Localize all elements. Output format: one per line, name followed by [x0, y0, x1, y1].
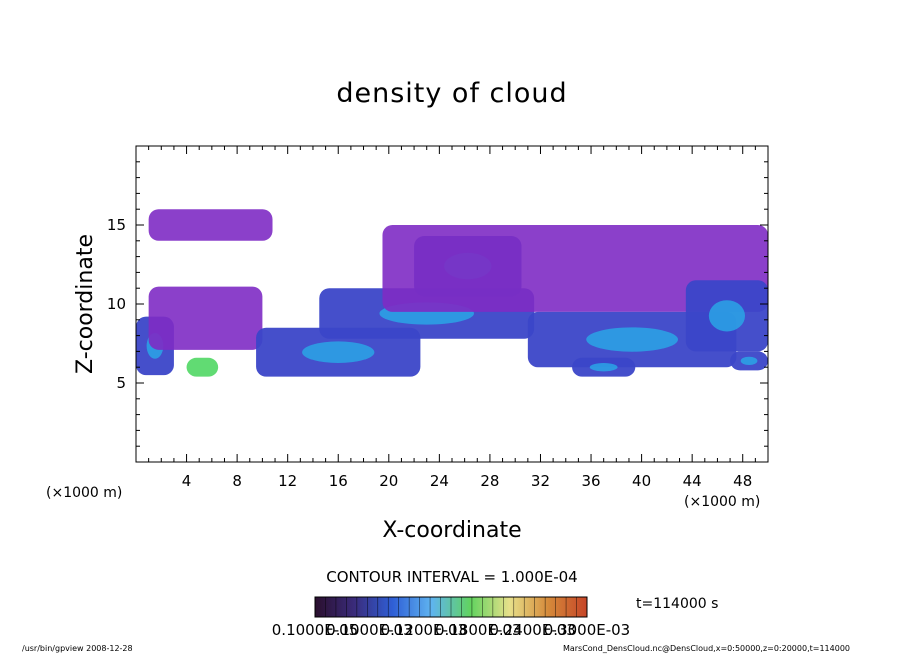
cloud-region	[527, 311, 737, 368]
x-tick-label: 32	[531, 472, 550, 490]
x-tick-label: 40	[632, 472, 651, 490]
x-axis-unit-left: (×1000 m)	[46, 485, 122, 501]
cloud-region	[572, 357, 636, 377]
colorbar-label: 0.1000E-03	[326, 621, 412, 639]
y-axis-label: Z-coordinate	[73, 234, 98, 374]
y-tick-label: 15	[107, 216, 126, 234]
cloud-region	[382, 225, 768, 312]
x-axis-label: X-coordinate	[382, 518, 521, 543]
y-axis-ticks	[136, 161, 768, 447]
footer-right: MarsCond_DensCloud.nc@DensCloud,x=0:5000…	[563, 644, 850, 653]
cloud-region-body	[382, 225, 768, 312]
x-axis-unit-right: (×1000 m)	[684, 494, 760, 510]
colorbar-label: 0.1200E-03	[381, 621, 467, 639]
x-tick-label: 48	[733, 472, 752, 490]
x-tick-label: 36	[581, 472, 600, 490]
cloud-region	[186, 357, 219, 377]
cloud-region	[256, 327, 421, 377]
colorbar-label: 0.3000E-03	[544, 621, 630, 639]
cloud-region-body	[148, 286, 263, 350]
cloud-core	[302, 341, 375, 363]
contour-interval: CONTOUR INTERVAL = 1.000E-04	[326, 568, 577, 586]
x-tick-label: 44	[683, 472, 702, 490]
cloud-region-body	[186, 357, 219, 377]
cloud-core	[589, 363, 618, 372]
colorbar-ticks	[325, 597, 577, 617]
x-axis-ticks	[148, 146, 756, 462]
y-tick-label: 10	[107, 295, 126, 313]
cloud-field	[136, 209, 768, 377]
y-axis-tick-labels: 5 10 15	[107, 216, 126, 392]
x-tick-label: 28	[480, 472, 499, 490]
x-tick-label: 12	[278, 472, 297, 490]
time-label: t=114000 s	[636, 596, 718, 612]
cloud-region	[148, 286, 263, 350]
colorbar-labels: 0.1000E-050.1000E-030.1200E-030.1800E-03…	[272, 621, 630, 639]
x-tick-label: 24	[430, 472, 449, 490]
cloud-core	[586, 327, 679, 352]
colorbar-label: 0.2400E-03	[489, 621, 575, 639]
x-tick-label: 20	[379, 472, 398, 490]
x-axis-tick-labels: 4 8 12 16 20 24 28 32 36 40 44 48	[182, 472, 752, 490]
cloud-core	[740, 356, 758, 366]
x-tick-label: 8	[232, 472, 242, 490]
chart-title: density of cloud	[336, 78, 567, 109]
cloud-region-body	[148, 209, 273, 241]
footer-left: /usr/bin/gpview 2008-12-28	[22, 644, 133, 653]
colorbar-label: 0.1000E-05	[272, 621, 358, 639]
cloud-region	[730, 351, 768, 371]
colorbar-label: 0.1800E-03	[435, 621, 521, 639]
x-tick-label: 4	[182, 472, 192, 490]
y-tick-label: 5	[116, 374, 126, 392]
cloud-region	[685, 280, 768, 352]
x-tick-label: 16	[329, 472, 348, 490]
cloud-region	[148, 209, 273, 241]
cloud-core	[708, 300, 745, 332]
